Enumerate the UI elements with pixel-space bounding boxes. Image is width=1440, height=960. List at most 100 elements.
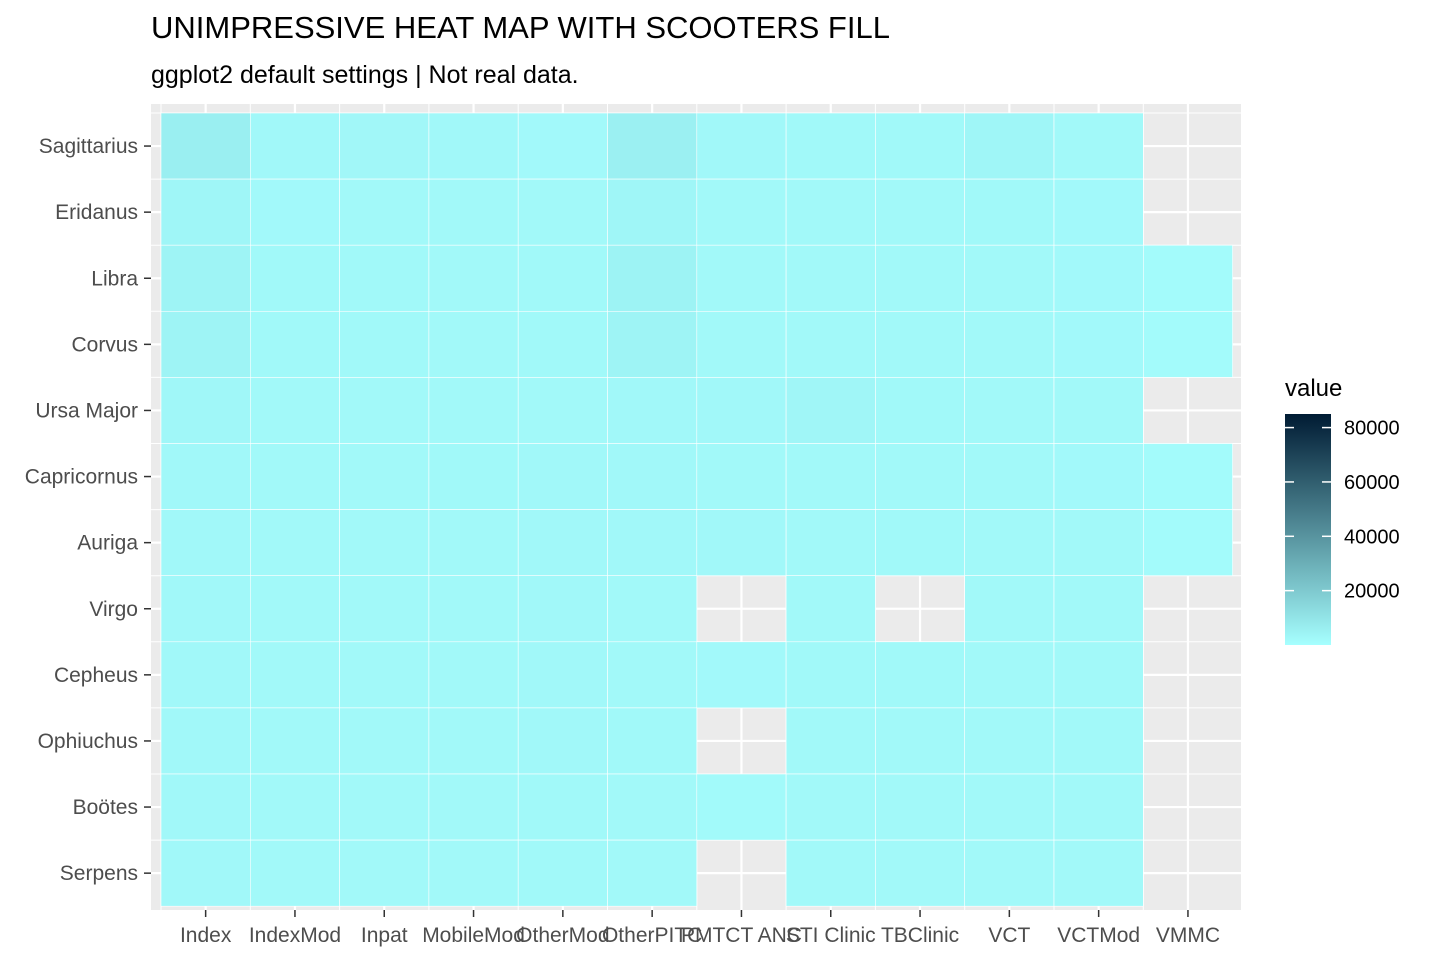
heatmap-tile xyxy=(964,377,1055,444)
heatmap-tile xyxy=(428,773,519,841)
legend-title: value xyxy=(1285,375,1342,402)
heatmap-tile xyxy=(160,244,251,312)
x-tick-label: MobileMod xyxy=(422,924,525,947)
heatmap-tile xyxy=(607,244,698,312)
heatmap-tile xyxy=(607,178,698,246)
legend: value 80000 60000 40000 20000 xyxy=(1285,375,1400,645)
heatmap-tile xyxy=(517,377,608,444)
heatmap-tile xyxy=(160,839,251,907)
y-tick-label: Corvus xyxy=(71,333,138,356)
heatmap-tile xyxy=(339,244,430,312)
heatmap-tile xyxy=(160,707,251,775)
heatmap-tile xyxy=(1053,641,1144,709)
heatmap-tile xyxy=(785,310,876,378)
y-tick-label: Sagittarius xyxy=(39,135,138,158)
heatmap-tile xyxy=(339,377,430,444)
heatmap-tile xyxy=(428,575,519,643)
legend-tick-label: 60000 xyxy=(1344,472,1400,494)
legend-tick-label: 20000 xyxy=(1344,581,1400,603)
heatmap-tile xyxy=(964,244,1055,312)
heatmap-tile xyxy=(607,509,698,577)
heatmap-tile xyxy=(428,244,519,312)
heatmap-tile xyxy=(875,839,966,907)
heatmap-tile xyxy=(339,443,430,510)
heatmap-tile xyxy=(785,377,876,444)
y-tick-label: Auriga xyxy=(77,532,138,555)
x-tick-label: OtherMod xyxy=(516,924,609,947)
heatmap-tile xyxy=(875,178,966,246)
heatmap-tile xyxy=(607,641,698,709)
heatmap-tile xyxy=(785,178,876,246)
heatmap-tile xyxy=(339,641,430,709)
heatmap-tile xyxy=(160,575,251,643)
x-tick-label: PMTCT ANC xyxy=(681,924,802,947)
heatmap-tile xyxy=(1053,707,1144,775)
heatmap-tile xyxy=(1143,443,1233,510)
chart-subtitle: ggplot2 default settings | Not real data… xyxy=(151,61,579,89)
heatmap-tile xyxy=(696,443,787,510)
heatmap-tile xyxy=(785,244,876,312)
heatmap-tile xyxy=(517,178,608,246)
heatmap-tile xyxy=(428,707,519,775)
heatmap-tile xyxy=(428,377,519,444)
heatmap-tile xyxy=(250,707,340,775)
x-tick-label: STI Clinic xyxy=(786,924,876,947)
heatmap-tile xyxy=(517,443,608,510)
heatmap-tile xyxy=(785,509,876,577)
heatmap-tile xyxy=(1053,509,1144,577)
heatmap-tile xyxy=(250,773,340,841)
heatmap-tile xyxy=(875,707,966,775)
heatmap-tile xyxy=(428,641,519,709)
heatmap-tile xyxy=(250,310,340,378)
heatmap-tile xyxy=(875,443,966,510)
heatmap-tile xyxy=(517,839,608,907)
y-axis: Sagittarius Eridanus Libra Corvus Ursa Major… xyxy=(25,135,151,885)
y-tick-label: Boötes xyxy=(73,796,138,819)
legend-colorbar xyxy=(1285,414,1331,645)
heatmap-tile xyxy=(339,575,430,643)
chart-title: UNIMPRESSIVE HEAT MAP WITH SCOOTERS FILL xyxy=(151,10,890,45)
heatmap-tile xyxy=(1143,310,1233,378)
heatmap-tile xyxy=(964,575,1055,643)
heatmap-tile xyxy=(1053,377,1144,444)
heatmap-tile xyxy=(964,641,1055,709)
heatmap-tile xyxy=(785,641,876,709)
x-tick-label: Inpat xyxy=(361,924,408,947)
heatmap-tile xyxy=(696,244,787,312)
heatmap-tile xyxy=(339,112,430,180)
x-tick-label: VMMC xyxy=(1156,924,1220,947)
heatmap-tile xyxy=(607,773,698,841)
heatmap-tile xyxy=(607,112,698,180)
heatmap-tile xyxy=(607,443,698,510)
heatmap-tile xyxy=(696,509,787,577)
x-tick-label: VCT xyxy=(988,924,1030,947)
heatmap-tile xyxy=(1053,443,1144,510)
heatmap-tile xyxy=(428,178,519,246)
heatmap-tile xyxy=(785,443,876,510)
heatmap-tile xyxy=(1053,112,1144,180)
heatmap-tile xyxy=(339,773,430,841)
heatmap-tile xyxy=(875,310,966,378)
heatmap-tile xyxy=(964,509,1055,577)
heatmap-tile xyxy=(250,244,340,312)
heatmap-tile xyxy=(517,641,608,709)
heatmap-tile xyxy=(1053,575,1144,643)
heatmap-tile xyxy=(250,509,340,577)
heatmap-tile xyxy=(696,310,787,378)
heatmap-tile xyxy=(250,112,340,180)
heatmap-tile xyxy=(875,641,966,709)
y-tick-label: Capricornus xyxy=(25,466,138,489)
heatmap-tile xyxy=(517,707,608,775)
heatmap-tile xyxy=(428,310,519,378)
y-tick-label: Serpens xyxy=(60,862,138,885)
x-tick-label: TBClinic xyxy=(881,924,959,947)
heatmap-tile xyxy=(517,310,608,378)
heatmap-tile xyxy=(250,377,340,444)
heatmap-tile xyxy=(160,773,251,841)
heatmap-tile xyxy=(607,707,698,775)
heatmap-tile xyxy=(875,509,966,577)
heatmap-tile xyxy=(696,773,787,841)
legend-ticks: 80000 60000 40000 20000 xyxy=(1285,418,1400,603)
y-tick-label: Ursa Major xyxy=(35,399,138,422)
heatmap-tile xyxy=(696,112,787,180)
